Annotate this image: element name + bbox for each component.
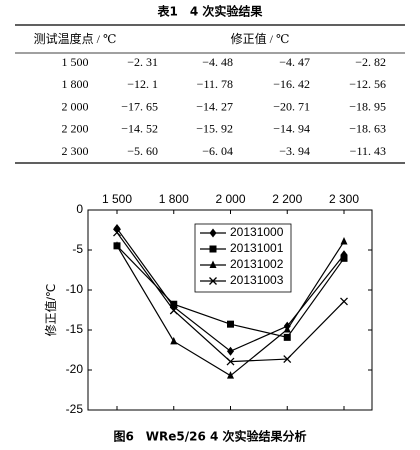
table-cell: −18. 95 xyxy=(349,99,386,113)
data-point xyxy=(227,320,234,328)
data-point xyxy=(340,237,348,245)
table-header: 修正值 / ℃ xyxy=(231,31,290,46)
data-point xyxy=(170,300,178,308)
data-point xyxy=(283,355,292,363)
table-cell: −11. 43 xyxy=(350,144,386,158)
table-cell: −2. 82 xyxy=(355,55,386,69)
y-tick-label: 0 xyxy=(76,202,83,216)
table-cell: −14. 52 xyxy=(121,122,158,136)
x-tick-label: 2 200 xyxy=(272,192,302,206)
table-cell: −16. 42 xyxy=(273,77,310,91)
table-cell: 2 300 xyxy=(62,144,89,158)
data-point xyxy=(227,346,234,356)
table-cell: −11. 78 xyxy=(197,77,233,91)
legend-label: 20131002 xyxy=(230,257,284,271)
data-point xyxy=(283,333,291,341)
data-point xyxy=(113,228,121,237)
table-cell: 2 200 xyxy=(62,122,89,136)
legend-marker xyxy=(209,277,217,285)
data-point xyxy=(340,254,348,262)
legend-label: 20131001 xyxy=(230,241,284,255)
table-cell: −4. 47 xyxy=(279,55,310,69)
table-cell: −17. 65 xyxy=(121,99,158,113)
y-axis-label: 修正值/℃ xyxy=(43,284,58,337)
table-cell: −4. 48 xyxy=(202,55,233,69)
figure-caption: 图6 WRe5/26 4 次实验结果分析 xyxy=(113,429,306,444)
table-cell: −18. 63 xyxy=(349,122,386,136)
legend-marker xyxy=(209,245,217,253)
data-point xyxy=(226,357,235,366)
data-point xyxy=(227,371,234,379)
table-cell: −5. 60 xyxy=(127,144,158,158)
x-tick-label: 2 300 xyxy=(329,192,359,206)
legend-label: 20131000 xyxy=(230,225,284,239)
y-tick-label: -25 xyxy=(66,402,84,416)
table-cell: −3. 94 xyxy=(279,144,310,158)
data-point xyxy=(283,325,291,333)
y-tick-label: -5 xyxy=(72,242,83,256)
x-tick-label: 2 000 xyxy=(215,192,245,206)
y-tick-label: -15 xyxy=(66,322,84,336)
table-cell: −2. 31 xyxy=(127,55,158,69)
legend-marker xyxy=(209,228,217,238)
table-cell: −14. 27 xyxy=(196,99,233,113)
table-cell: −20. 71 xyxy=(273,99,310,113)
data-point xyxy=(169,306,178,315)
x-tick-label: 1 500 xyxy=(102,192,132,206)
legend-marker xyxy=(209,260,217,268)
table-cell: −12. 1 xyxy=(127,77,158,91)
legend-label: 20131003 xyxy=(230,273,284,287)
x-tick-label: 1 800 xyxy=(159,192,189,206)
y-tick-label: -10 xyxy=(66,282,84,296)
table-cell: 1 500 xyxy=(62,55,89,69)
table-cell: −6. 04 xyxy=(202,144,233,158)
table-cell: −15. 92 xyxy=(196,122,233,136)
table-cell: −12. 56 xyxy=(349,77,386,91)
table-cell: −14. 94 xyxy=(273,122,310,136)
data-point xyxy=(113,241,121,249)
table-cell: 2 000 xyxy=(62,99,89,113)
data-point xyxy=(340,297,348,306)
table-header: 测试温度点 / ℃ xyxy=(34,31,117,46)
table-caption: 表1 4 次实验结果 xyxy=(157,4,263,19)
y-tick-label: -20 xyxy=(66,362,84,376)
table-cell: 1 800 xyxy=(62,77,89,91)
data-point xyxy=(170,336,178,345)
